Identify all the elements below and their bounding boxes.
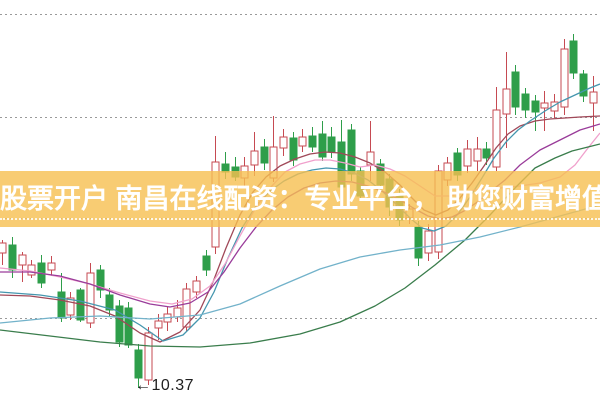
- ma-teal-slow: [0, 204, 600, 324]
- low-price-label: ←10.37: [135, 377, 195, 394]
- promo-banner: 股票开户 南昌在线配资：专业平台， 助您财富增值！: [0, 171, 600, 227]
- promo-banner-text: 股票开户 南昌在线配资：专业平台， 助您财富增值！: [0, 184, 600, 214]
- ma-green: [0, 143, 600, 348]
- gridline-overlay: [0, 218, 600, 220]
